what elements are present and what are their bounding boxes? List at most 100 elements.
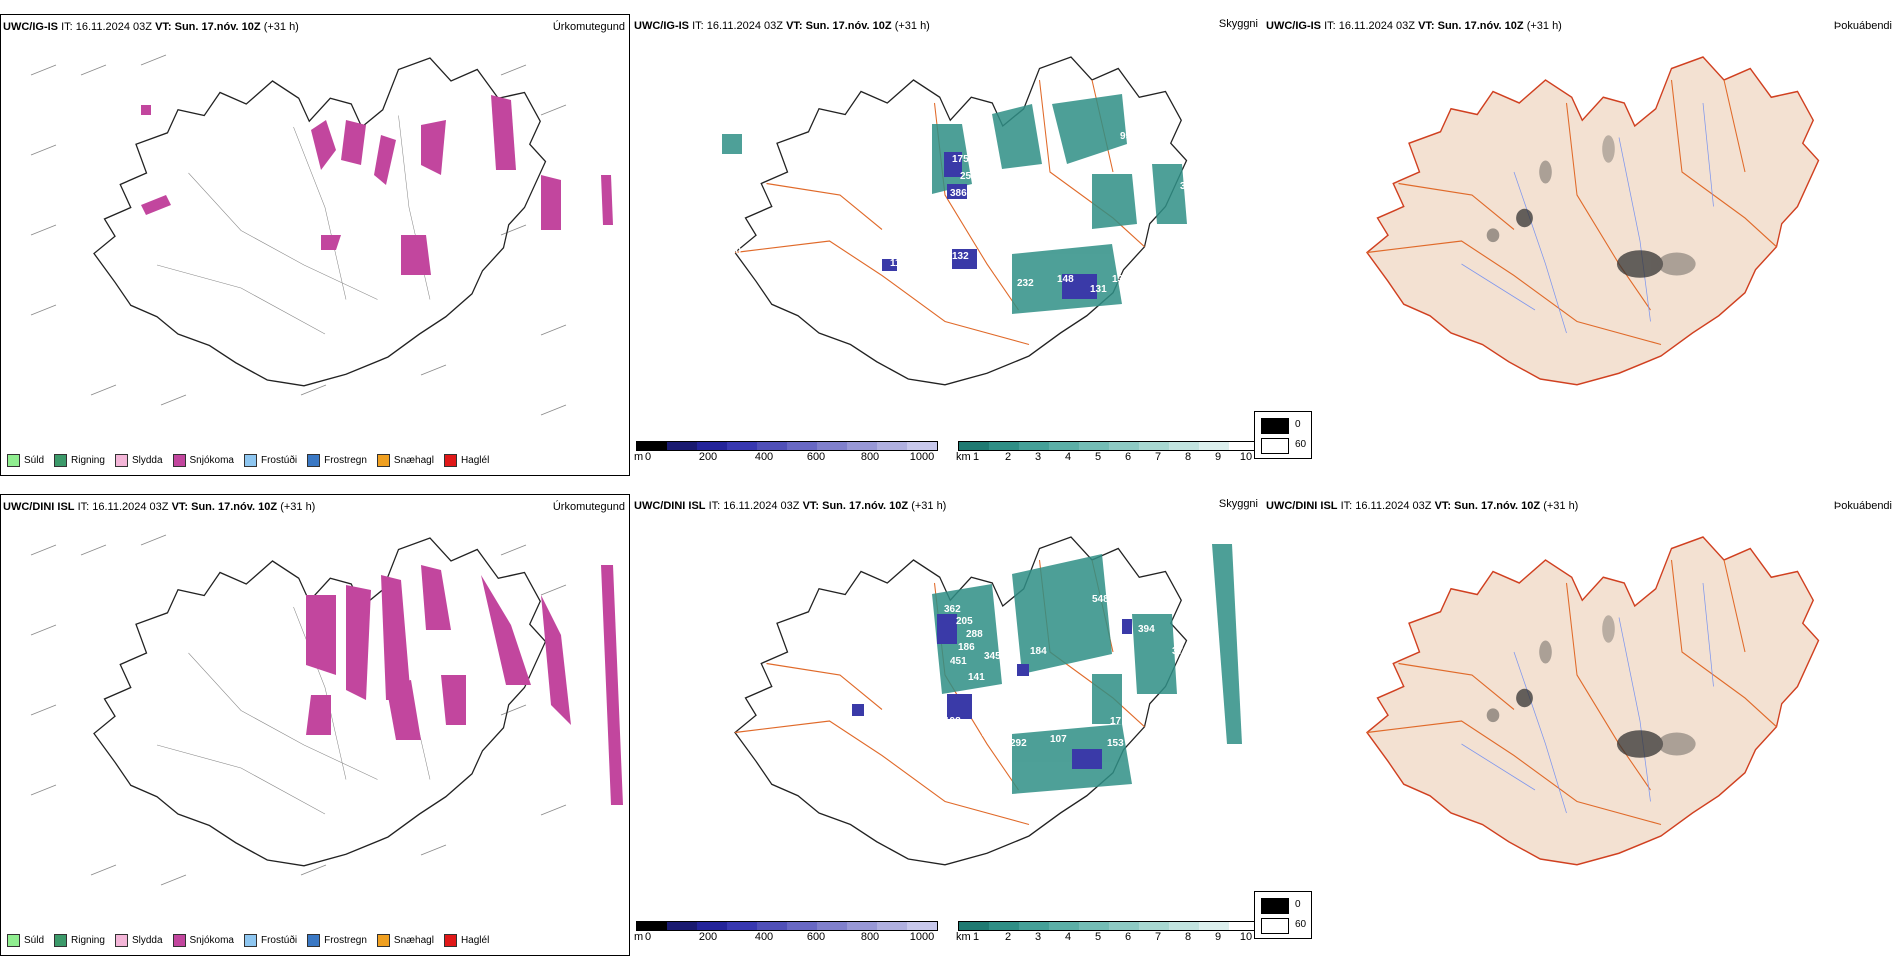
legend-item: Rigning: [54, 934, 105, 947]
legend-item: Snjókoma: [172, 934, 234, 947]
ceiling-colorbar-top: m 0 200 400 600 800 1000: [634, 441, 938, 469]
fog-legend-label: 60: [1295, 439, 1307, 450]
snow-areas: [141, 95, 613, 275]
tick-label: 1: [972, 931, 980, 943]
tick-label: 400: [754, 931, 774, 943]
tick-label: 5: [1094, 931, 1102, 943]
cloud-label: 476: [887, 706, 904, 717]
cloud-label: 138: [1018, 686, 1035, 697]
cloud-map: 175 25 386 37 994 144 32 415 132 22 232 …: [722, 56, 1192, 386]
tick-label: 400: [754, 451, 774, 463]
cloud-label: 175: [952, 154, 969, 165]
cloud-label: 148: [1057, 274, 1074, 285]
fog-swatch-high: [1261, 418, 1289, 434]
legend-item: Haglél: [443, 934, 489, 947]
panel-name: Þokuábendi: [1833, 20, 1892, 32]
cloud-label: 345: [984, 651, 1001, 662]
tick-label: 6: [1124, 451, 1132, 463]
fog-legend-label: 60: [1295, 919, 1307, 930]
tick-label: 9: [1214, 931, 1222, 943]
tick-label: 1: [972, 451, 980, 463]
fog-legend-bottom: 0 60: [1254, 891, 1312, 939]
tick-label: 4: [1064, 451, 1072, 463]
legend-item: Slydda: [114, 454, 163, 467]
swatch-graupel: [376, 454, 390, 467]
visibility-colorbar-bottom: km 1 2 3 4 5 6 7 8 9 10: [956, 921, 1260, 949]
tick-label: 3: [1034, 451, 1042, 463]
tick-label: 1000: [909, 931, 935, 943]
tick-label: 10: [1239, 931, 1253, 943]
swatch-rain: [54, 454, 68, 467]
legend-item: Frostregn: [307, 454, 367, 467]
cloud-map: 362 205 288 186 451 345 184 141 548 394 …: [734, 536, 1242, 866]
tick-label: 7: [1154, 931, 1162, 943]
panel-name: Skyggni: [1218, 18, 1258, 30]
precip-map: [30, 54, 613, 416]
legend-item: Súld: [7, 454, 44, 467]
tick-label: 1000: [909, 451, 935, 463]
legend-item: Frostregn: [307, 934, 367, 947]
cloud-label: 80: [730, 246, 742, 257]
cloud-label: 386: [950, 188, 967, 199]
swatch-snow: [172, 454, 186, 467]
swatch-freezing-rain: [307, 934, 321, 947]
cloud-label: 301: [1004, 706, 1021, 717]
visibility-colorbar-gradient: [958, 441, 1260, 451]
cloud-label: 107: [1050, 734, 1067, 745]
legend-item: Snæhagl: [376, 454, 434, 467]
tick-label: 8: [1184, 931, 1192, 943]
panel-name: Úrkomutegund: [552, 21, 625, 33]
precip-type-panel-bottom: UWC/DINI ISL IT: 16.11.2024 03Z VT: Sun.…: [0, 494, 630, 956]
cloud-label: 132: [952, 251, 969, 262]
cloud-label: 362: [944, 604, 961, 615]
legend-item: Súld: [7, 934, 44, 947]
swatch-freezing-rain: [307, 454, 321, 467]
cloud-label: 994: [1120, 131, 1137, 142]
fog-map: [1366, 536, 1820, 866]
swatch-snow: [172, 934, 186, 947]
legend-item: Snæhagl: [376, 934, 434, 947]
panel-title: UWC/IG-IS IT: 16.11.2024 03Z VT: Sun. 17…: [634, 20, 930, 32]
tick-label: 800: [860, 451, 880, 463]
fog-swatch-low: [1261, 438, 1289, 454]
ceiling-colorbar-bottom: m 0 200 400 600 800 1000: [634, 921, 938, 949]
tick-label: 0: [644, 931, 652, 943]
tick-label: 3: [1034, 931, 1042, 943]
swatch-sleet: [114, 454, 128, 467]
precip-type-panel-top: UWC/IG-IS IT: 16.11.2024 03Z VT: Sun. 17…: [0, 14, 630, 476]
swatch-hail: [443, 454, 457, 467]
precip-legend-bottom: Súld Rigning Slydda Snjókoma Frostúði Fr…: [7, 934, 489, 947]
cloud-label: 394: [1138, 624, 1155, 635]
legend-item: Slydda: [114, 934, 163, 947]
tick-label: 2: [1004, 451, 1012, 463]
cloud-label: 253: [982, 728, 999, 739]
cloud-label: 186: [958, 642, 975, 653]
visibility-colorbar-top: km 1 2 3 4 5 6 7 8 9 10: [956, 441, 1260, 469]
cloud-label: 110: [890, 258, 907, 269]
swatch-drizzle: [7, 934, 20, 947]
cloud-label: 232: [1017, 278, 1034, 289]
ceiling-colorbar-gradient: [636, 441, 938, 451]
fog-legend-label: 0: [1295, 899, 1301, 910]
fog-swatch-low: [1261, 918, 1289, 934]
cloud-label: 451: [950, 656, 967, 667]
cloud-label: 131: [1090, 284, 1107, 295]
tick-label: 5: [1094, 451, 1102, 463]
panel-title: UWC/DINI ISL IT: 16.11.2024 03Z VT: Sun.…: [3, 501, 316, 513]
ceiling-colorbar-gradient: [636, 921, 938, 931]
swatch-freezing-drizzle: [243, 454, 257, 467]
swatch-rain: [54, 934, 68, 947]
ceiling-areas: [852, 614, 1132, 769]
cloud-label: 137: [1112, 274, 1129, 285]
swatch-drizzle: [7, 454, 20, 467]
legend-item: Frostúði: [243, 934, 297, 947]
cloud-label: 761: [1142, 261, 1159, 272]
cloud-label: 374: [1172, 646, 1189, 657]
fog-legend-top: 0 60: [1254, 411, 1312, 459]
tick-label: 200: [698, 931, 718, 943]
legend-item: Rigning: [54, 454, 105, 467]
tick-label: 2: [1004, 931, 1012, 943]
panel-title: UWC/IG-IS IT: 16.11.2024 03Z VT: Sun. 17…: [3, 21, 299, 33]
precip-legend-top: Súld Rigning Slydda Snjókoma Frostúði Fr…: [7, 454, 489, 467]
cloud-label: 288: [966, 629, 983, 640]
